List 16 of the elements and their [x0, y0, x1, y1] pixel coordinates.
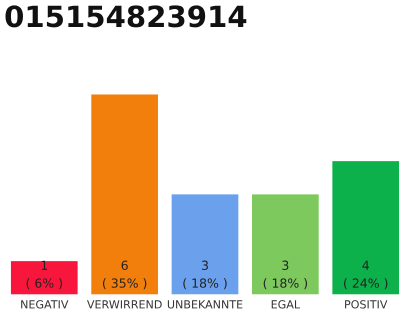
data-label: 1 ( 6% )	[26, 260, 62, 290]
data-label: 3 ( 18% )	[183, 260, 227, 290]
chart-title: 015154823914	[5, 5, 246, 28]
bar	[91, 94, 158, 294]
x-tick-label: UNBEKANNTE	[168, 300, 242, 309]
bar	[332, 161, 400, 294]
x-tick-label: NEGATIV	[21, 300, 68, 309]
bar	[10, 261, 78, 294]
data-label: 3 ( 18% )	[264, 260, 308, 290]
data-label: 6 ( 35% )	[102, 260, 146, 290]
bar	[252, 194, 319, 294]
x-tick-label: VERWIRREND	[86, 300, 162, 308]
bar	[172, 194, 238, 294]
x-tick-label: EGAL	[272, 300, 300, 309]
x-tick-label: POSITIV	[345, 300, 388, 309]
data-label: 4 ( 24% )	[344, 260, 388, 290]
